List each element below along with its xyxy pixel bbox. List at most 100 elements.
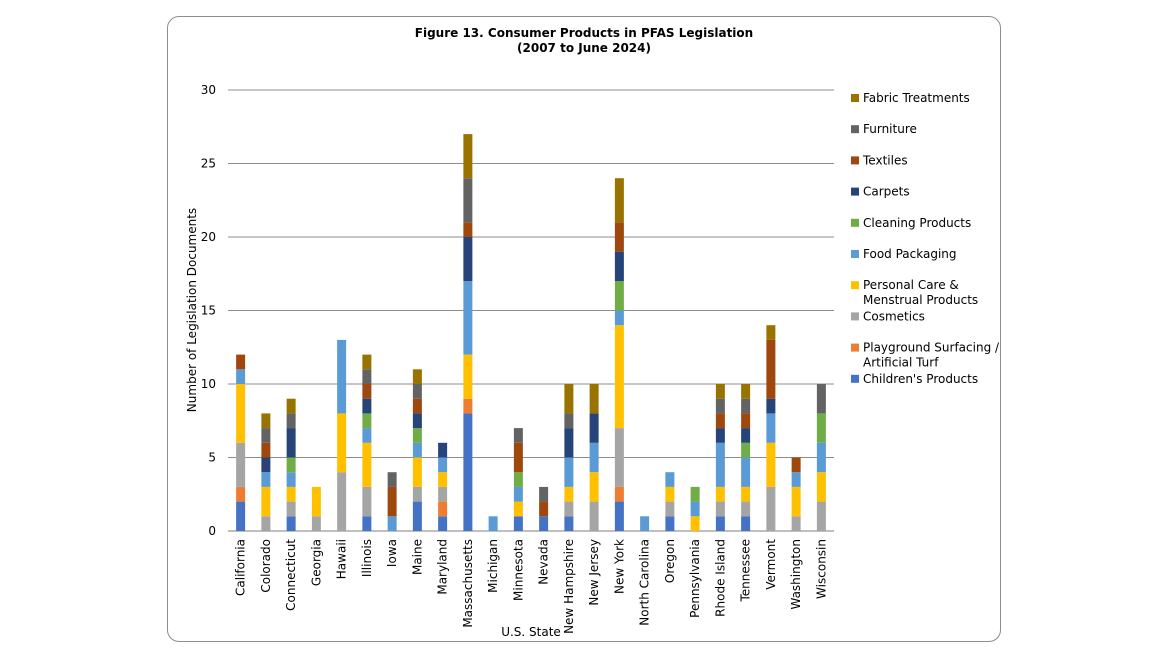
bar-segment bbox=[665, 516, 675, 531]
bar-segment bbox=[362, 354, 372, 370]
legend-swatch bbox=[851, 187, 859, 196]
bar-segment bbox=[816, 442, 826, 473]
gridlines bbox=[228, 89, 834, 532]
bar-segment bbox=[741, 398, 751, 414]
bar-segment bbox=[741, 413, 751, 429]
bar-segment bbox=[463, 413, 473, 531]
legend-label: Textiles bbox=[862, 153, 908, 167]
bar-segment bbox=[766, 442, 776, 487]
bar-segment bbox=[286, 516, 296, 531]
bar-segment bbox=[463, 134, 473, 179]
bar-segment bbox=[438, 472, 448, 487]
bar-segment bbox=[766, 339, 776, 399]
bar-segment bbox=[715, 398, 725, 414]
x-tick-label: Wisconsin bbox=[814, 539, 828, 599]
legend-swatch bbox=[851, 94, 859, 102]
bar-segment bbox=[715, 442, 725, 487]
bar-segment bbox=[564, 413, 574, 429]
legend-label: Fabric Treatments bbox=[863, 91, 970, 105]
bar-segment bbox=[791, 472, 801, 487]
legend-item: Children's Products bbox=[851, 372, 978, 386]
bar-segment bbox=[589, 384, 599, 414]
bar-segment bbox=[387, 472, 397, 487]
y-tick-label: 25 bbox=[201, 157, 216, 171]
bar-segment bbox=[362, 398, 372, 414]
bar-segment bbox=[286, 398, 296, 414]
bar-segment bbox=[816, 501, 826, 531]
bar-segment bbox=[539, 486, 549, 502]
bar-segment bbox=[236, 384, 246, 443]
bar-segment bbox=[690, 486, 700, 502]
bar-segment bbox=[438, 442, 448, 458]
x-tick-label: New Hampshire bbox=[562, 539, 576, 634]
chart-title-line: Figure 13. Consumer Products in PFAS Leg… bbox=[414, 26, 754, 40]
bar-segment bbox=[766, 398, 776, 414]
bar-segment bbox=[412, 501, 422, 531]
bar-segment bbox=[236, 369, 246, 384]
bar-segment bbox=[261, 472, 271, 487]
y-tick-label: 15 bbox=[201, 304, 216, 318]
bar-segment bbox=[412, 442, 422, 458]
bar-segment bbox=[614, 281, 624, 311]
bar-segment bbox=[412, 486, 422, 502]
legend-swatch bbox=[851, 312, 859, 321]
bar-segment bbox=[236, 442, 246, 487]
bar-segment bbox=[261, 486, 271, 517]
bar-segment bbox=[463, 281, 473, 355]
x-tick-label: Nevada bbox=[537, 539, 551, 585]
bar-segment bbox=[690, 516, 700, 531]
bar-segment bbox=[665, 486, 675, 502]
legend-label: Carpets bbox=[863, 185, 910, 199]
bar-segment bbox=[766, 413, 776, 443]
x-tick-label: Georgia bbox=[309, 539, 323, 586]
x-tick-label: Colorado bbox=[259, 539, 273, 593]
x-tick-label: North Carolina bbox=[638, 539, 652, 626]
bar-segment bbox=[741, 442, 751, 458]
bar-segment bbox=[286, 472, 296, 487]
bar-segment bbox=[614, 325, 624, 429]
bar-segment bbox=[715, 428, 725, 443]
bar-segment bbox=[412, 413, 422, 429]
bar-segment bbox=[261, 457, 271, 473]
bar-segment bbox=[539, 516, 549, 531]
legend-item: Cosmetics bbox=[851, 309, 925, 323]
bar-segment bbox=[236, 354, 246, 370]
bar-segment bbox=[286, 486, 296, 502]
bar-segment bbox=[766, 325, 776, 340]
bar-segment bbox=[614, 310, 624, 326]
legend-item: Cleaning Products bbox=[851, 216, 971, 230]
legend-item: Playground Surfacing / Artificial Turf bbox=[851, 341, 1000, 370]
chart-frame bbox=[167, 16, 1001, 642]
bar-segment bbox=[741, 516, 751, 531]
bar-segment bbox=[261, 442, 271, 458]
x-axis-label: U.S. State bbox=[501, 625, 561, 639]
bar-segment bbox=[463, 398, 473, 414]
bar-segment bbox=[412, 457, 422, 487]
legend: Fabric Treatments Furniture Textiles Carpet… bbox=[851, 91, 1000, 386]
bar-segment bbox=[513, 442, 523, 473]
bar-segment bbox=[337, 472, 347, 531]
bar-segment bbox=[715, 413, 725, 429]
bar-segment bbox=[438, 486, 448, 502]
legend-label: Children's Products bbox=[863, 372, 978, 386]
bar-segment bbox=[589, 442, 599, 473]
bar-segment bbox=[286, 501, 296, 517]
bar-segment bbox=[766, 486, 776, 531]
legend-swatch bbox=[851, 218, 859, 227]
bar-segment bbox=[438, 501, 448, 517]
bar-segment bbox=[614, 428, 624, 487]
bar-segment bbox=[564, 516, 574, 531]
chart-subtitle-line: (2007 to June 2024) bbox=[517, 41, 651, 55]
bar-segment bbox=[337, 413, 347, 473]
bar-segment bbox=[816, 384, 826, 414]
bar-segment bbox=[539, 501, 549, 517]
x-axis-ticks: California Colorado Connecticut Georgia Hawa… bbox=[234, 539, 829, 634]
bar-segment bbox=[438, 516, 448, 531]
bar-segment bbox=[614, 251, 624, 282]
legend-item: Carpets bbox=[851, 185, 910, 199]
bar-segment bbox=[791, 516, 801, 531]
bar-segment bbox=[564, 501, 574, 517]
x-tick-label: Maine bbox=[410, 539, 424, 575]
legend-swatch bbox=[851, 343, 859, 352]
